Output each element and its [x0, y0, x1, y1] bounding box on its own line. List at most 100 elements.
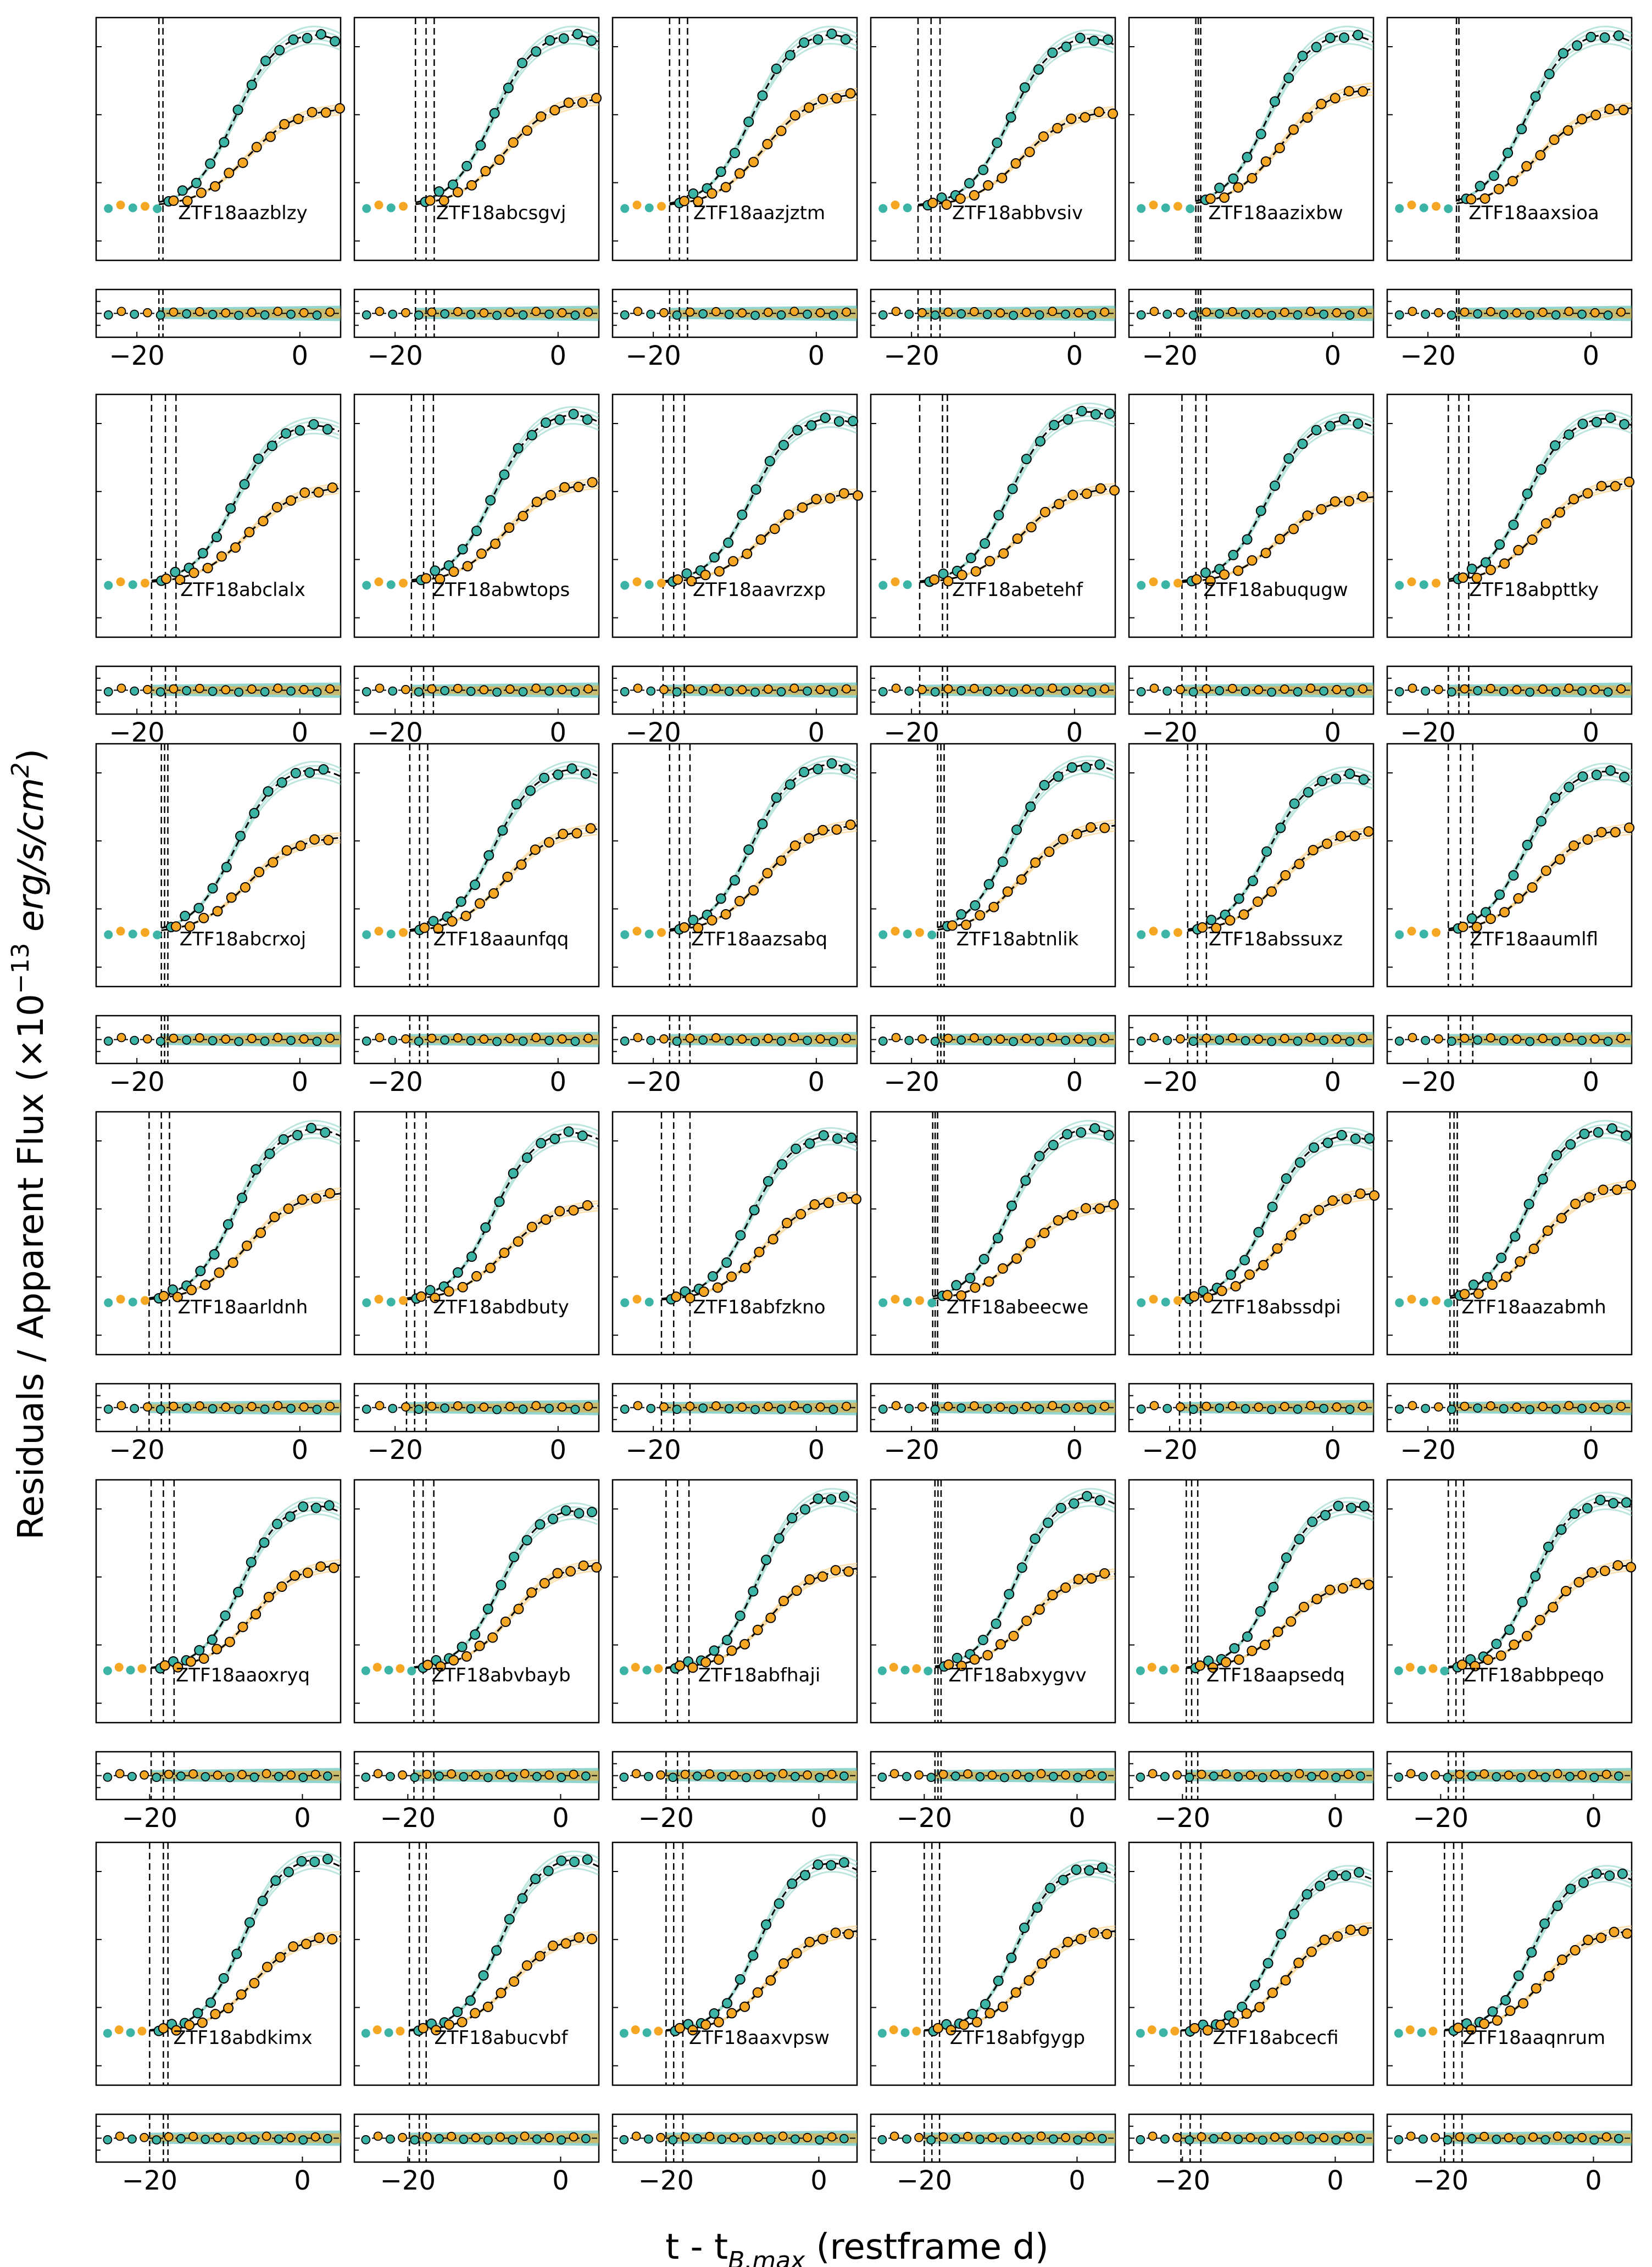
r-data-point [739, 1639, 750, 1650]
r-data-point [448, 566, 459, 577]
residual-point [260, 1036, 270, 1046]
panel-name-label: ZTF18aaxsioa [1469, 202, 1599, 224]
r-data-point [1345, 1924, 1356, 1935]
residual-point [1418, 1772, 1428, 1781]
g-data-point [1261, 846, 1272, 857]
r-data-point [845, 819, 856, 830]
pre-explosion-point [1161, 203, 1170, 213]
residual-point [1486, 307, 1495, 316]
pre-explosion-point [374, 577, 383, 587]
r-data-point [1280, 1975, 1291, 1986]
residual-point [221, 1034, 231, 1044]
pre-explosion-point [1394, 1666, 1403, 1675]
g-data-point [722, 1635, 733, 1646]
g-data-point [447, 179, 458, 190]
residual-point [1061, 1035, 1070, 1045]
residual-point [299, 308, 309, 318]
g-data-point [1270, 96, 1281, 107]
g-data-point [1487, 2006, 1498, 2017]
pre-explosion-point [620, 930, 630, 939]
residual-point [1553, 2131, 1562, 2141]
r-data-point [1499, 907, 1510, 918]
residual-point [225, 1773, 235, 1783]
r-data-point [995, 1639, 1006, 1650]
g-data-point [1513, 1970, 1524, 1981]
g-data-point [471, 526, 482, 537]
g-data-point [1350, 1133, 1361, 1144]
panel-ZTF18abpttky: ZTF18abpttky−20 0 [1386, 393, 1635, 748]
residual-point [479, 1402, 489, 1412]
pre-explosion-point [1147, 2025, 1156, 2035]
residual-point [1603, 1037, 1613, 1046]
residual-point [1486, 1033, 1495, 1043]
residual-point [1306, 1033, 1316, 1043]
r-data-point [1216, 1285, 1227, 1296]
pre-explosion-point [374, 927, 383, 936]
pre-explosion-point [128, 1297, 137, 1307]
g-data-point [246, 80, 257, 91]
g-data-point [848, 416, 859, 427]
residual-point [750, 310, 760, 320]
residual-point [1036, 1769, 1046, 1779]
r-data-point [435, 1661, 446, 1672]
g-data-point [525, 785, 536, 796]
x-tick-label: −20 [884, 341, 939, 371]
g-data-point [513, 443, 524, 454]
g-data-point [978, 1254, 989, 1265]
g-data-point [761, 1919, 772, 1930]
r-data-point [548, 1940, 559, 1951]
g-data-point [1071, 1864, 1082, 1875]
r-data-point [789, 110, 800, 121]
g-data-point [721, 1257, 732, 1268]
g-data-point [1097, 1862, 1108, 1873]
g-data-point [1530, 91, 1541, 102]
g-data-point [997, 856, 1008, 867]
r-data-point [462, 561, 473, 572]
r-data-point [283, 1203, 294, 1214]
g-data-point [1030, 1533, 1041, 1544]
g-data-point [1242, 534, 1253, 545]
residual-point [1614, 1771, 1623, 1781]
x-tick-label: 0 [1583, 717, 1600, 748]
residual-point [1149, 1033, 1159, 1043]
residual-point [1447, 1405, 1456, 1414]
pre-explosion-point [104, 1298, 113, 1307]
residual-point [208, 687, 218, 696]
panel-ZTF18abssuxz: ZTF18abssuxz−20 0 [1128, 743, 1375, 1098]
r-data-point [311, 1193, 321, 1204]
r-data-point [726, 1271, 737, 1282]
r-data-point [707, 915, 717, 926]
r-data-point [1470, 1661, 1481, 1672]
panel-name-label: ZTF18aazsabq [691, 928, 827, 950]
panel-frame [353, 16, 600, 261]
r-data-point [1466, 2024, 1477, 2035]
r-data-point [740, 1262, 751, 1273]
residual-point [1455, 1769, 1465, 1779]
residual-point [103, 687, 113, 697]
r-data-point [1286, 1616, 1297, 1627]
r-data-point [1260, 156, 1271, 167]
panel-frame [611, 1479, 858, 1724]
residual-point [995, 1402, 1005, 1412]
g-data-point [970, 900, 981, 911]
residual-point [982, 687, 992, 696]
g-data-point [709, 2008, 720, 2019]
pre-explosion-point [644, 1297, 654, 1307]
panel-frame [1386, 393, 1633, 638]
g-data-point [499, 469, 510, 480]
residual-point [103, 1036, 113, 1046]
g-data-point [1275, 822, 1286, 833]
r-data-point [1568, 494, 1579, 505]
g-data-point [964, 178, 975, 189]
r-data-point [591, 93, 602, 104]
residual-point [1358, 1033, 1368, 1043]
g-data-point [536, 1138, 547, 1149]
g-data-point [735, 1974, 746, 1985]
r-data-point [1492, 2015, 1503, 2026]
residual-point [1061, 686, 1070, 696]
residual-point [1577, 2132, 1587, 2142]
r-data-point [1093, 107, 1104, 118]
r-data-point [1293, 1957, 1304, 1968]
pre-explosion-point [141, 578, 149, 588]
pre-explosion-point [116, 577, 125, 587]
